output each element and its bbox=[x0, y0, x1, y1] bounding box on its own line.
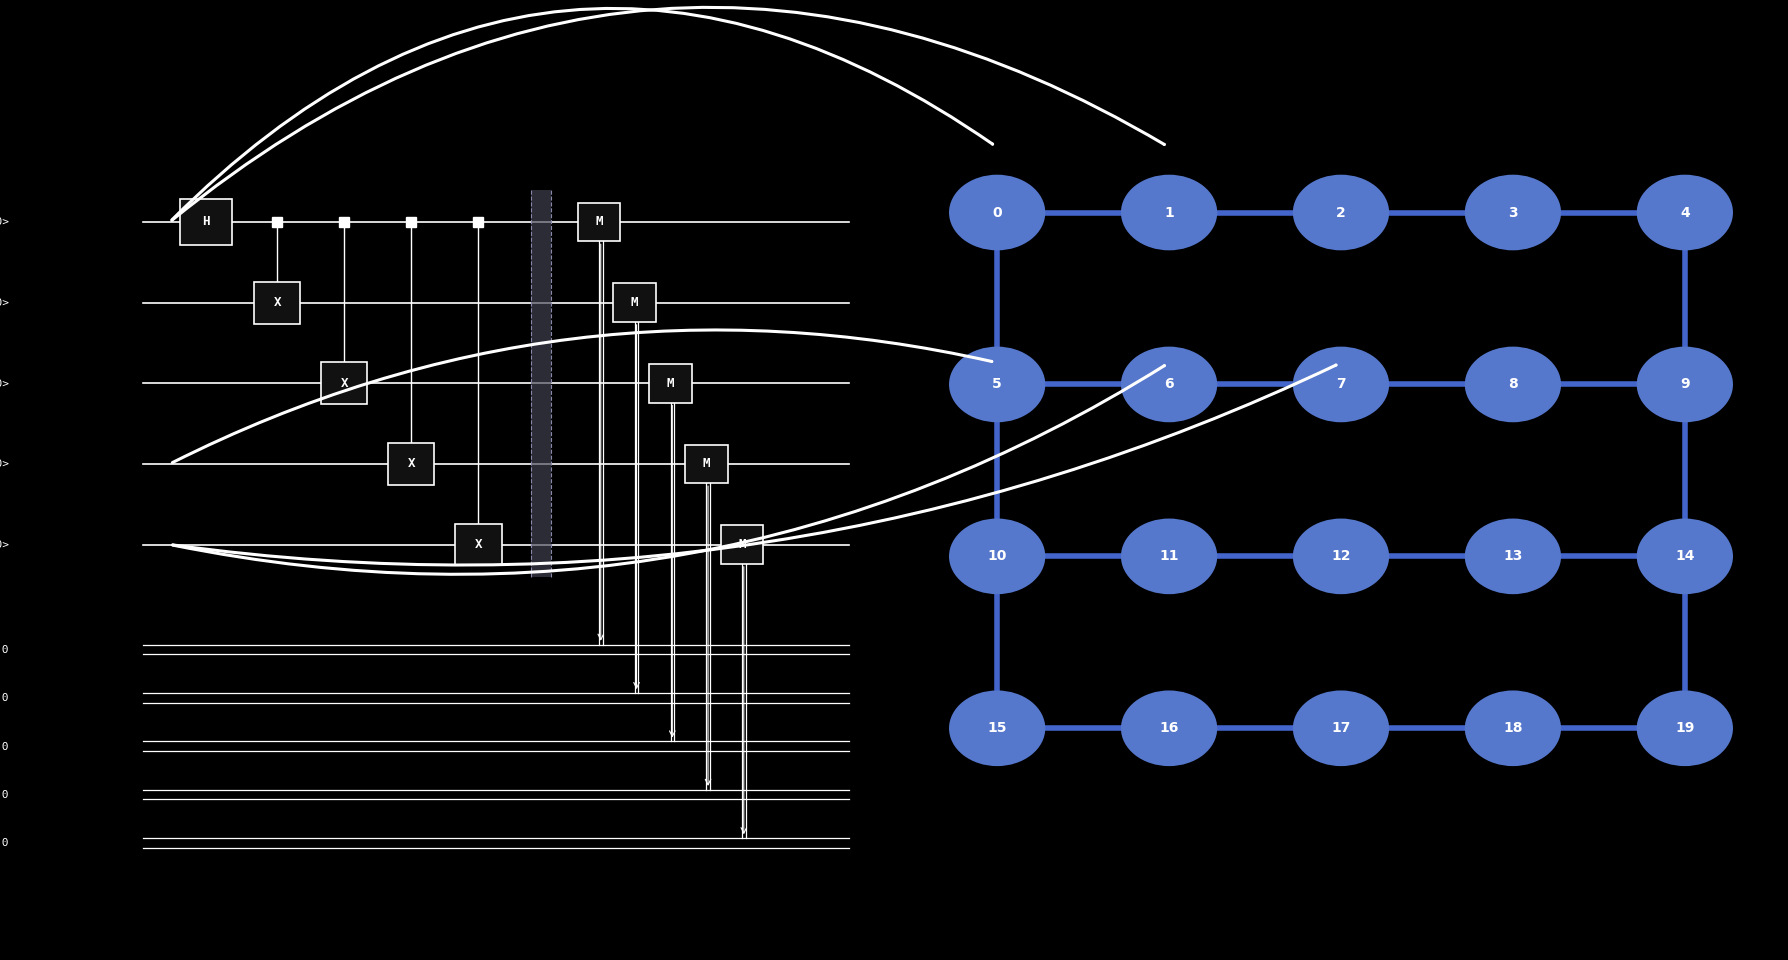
Ellipse shape bbox=[949, 690, 1046, 766]
Text: H: H bbox=[202, 215, 209, 228]
Ellipse shape bbox=[949, 175, 1046, 251]
Ellipse shape bbox=[1464, 347, 1561, 422]
Ellipse shape bbox=[949, 347, 1046, 422]
Text: M: M bbox=[595, 215, 603, 228]
Ellipse shape bbox=[1636, 175, 1733, 251]
Ellipse shape bbox=[1121, 690, 1218, 766]
Ellipse shape bbox=[1121, 518, 1218, 594]
FancyBboxPatch shape bbox=[578, 203, 620, 241]
Text: q_4: |0>: q_4: |0> bbox=[0, 540, 9, 550]
Text: X: X bbox=[474, 538, 483, 551]
Text: 9: 9 bbox=[1681, 377, 1690, 392]
Text: c_2: 0: c_2: 0 bbox=[0, 741, 9, 752]
Text: 0: 0 bbox=[992, 205, 1001, 220]
Text: X: X bbox=[340, 376, 349, 390]
Text: 12: 12 bbox=[1332, 549, 1350, 564]
FancyArrowPatch shape bbox=[173, 366, 1164, 574]
Ellipse shape bbox=[949, 518, 1046, 594]
Text: q_0: |0>: q_0: |0> bbox=[0, 217, 9, 228]
Text: q_1: |0>: q_1: |0> bbox=[0, 298, 9, 308]
Ellipse shape bbox=[1636, 518, 1733, 594]
Text: 10: 10 bbox=[987, 549, 1007, 564]
Text: 4: 4 bbox=[1681, 205, 1690, 220]
Text: 11: 11 bbox=[1159, 549, 1178, 564]
FancyBboxPatch shape bbox=[649, 364, 692, 402]
Ellipse shape bbox=[1293, 518, 1389, 594]
Text: c_1: 0: c_1: 0 bbox=[0, 692, 9, 703]
Text: 14: 14 bbox=[1675, 549, 1695, 564]
FancyBboxPatch shape bbox=[531, 190, 551, 577]
Ellipse shape bbox=[1636, 347, 1733, 422]
Ellipse shape bbox=[1293, 347, 1389, 422]
Text: 7: 7 bbox=[1336, 377, 1346, 392]
Ellipse shape bbox=[1464, 175, 1561, 251]
Text: X: X bbox=[408, 457, 415, 470]
Text: 18: 18 bbox=[1504, 721, 1523, 735]
Ellipse shape bbox=[1636, 690, 1733, 766]
FancyBboxPatch shape bbox=[179, 199, 232, 246]
FancyBboxPatch shape bbox=[322, 362, 368, 404]
Ellipse shape bbox=[1121, 347, 1218, 422]
Text: 2: 2 bbox=[1336, 205, 1346, 220]
Ellipse shape bbox=[1464, 690, 1561, 766]
Text: 3: 3 bbox=[1507, 205, 1518, 220]
Text: M: M bbox=[667, 376, 674, 390]
Text: 6: 6 bbox=[1164, 377, 1175, 392]
Text: 19: 19 bbox=[1675, 721, 1695, 735]
FancyArrowPatch shape bbox=[172, 330, 992, 463]
Text: X: X bbox=[274, 296, 281, 309]
FancyBboxPatch shape bbox=[254, 281, 300, 324]
Ellipse shape bbox=[1293, 690, 1389, 766]
Ellipse shape bbox=[1464, 518, 1561, 594]
Text: 5: 5 bbox=[992, 377, 1001, 392]
FancyBboxPatch shape bbox=[613, 283, 656, 322]
Text: 16: 16 bbox=[1159, 721, 1178, 735]
Text: c_4: 0: c_4: 0 bbox=[0, 837, 9, 849]
Ellipse shape bbox=[1293, 175, 1389, 251]
Text: 8: 8 bbox=[1507, 377, 1518, 392]
Text: 17: 17 bbox=[1332, 721, 1350, 735]
FancyBboxPatch shape bbox=[685, 444, 728, 483]
Text: M: M bbox=[631, 296, 638, 309]
Text: M: M bbox=[738, 538, 746, 551]
FancyBboxPatch shape bbox=[388, 443, 434, 485]
Text: c_3: 0: c_3: 0 bbox=[0, 789, 9, 800]
Text: c_0: 0: c_0: 0 bbox=[0, 644, 9, 655]
Text: 15: 15 bbox=[987, 721, 1007, 735]
Text: q_3: |0>: q_3: |0> bbox=[0, 459, 9, 469]
FancyArrowPatch shape bbox=[172, 9, 992, 220]
Text: 13: 13 bbox=[1504, 549, 1523, 564]
FancyArrowPatch shape bbox=[173, 365, 1336, 565]
Text: M: M bbox=[703, 457, 710, 470]
Text: q_2: |0>: q_2: |0> bbox=[0, 378, 9, 389]
FancyBboxPatch shape bbox=[721, 525, 763, 564]
FancyBboxPatch shape bbox=[454, 523, 501, 565]
FancyArrowPatch shape bbox=[172, 8, 1164, 220]
Text: 1: 1 bbox=[1164, 205, 1175, 220]
Ellipse shape bbox=[1121, 175, 1218, 251]
